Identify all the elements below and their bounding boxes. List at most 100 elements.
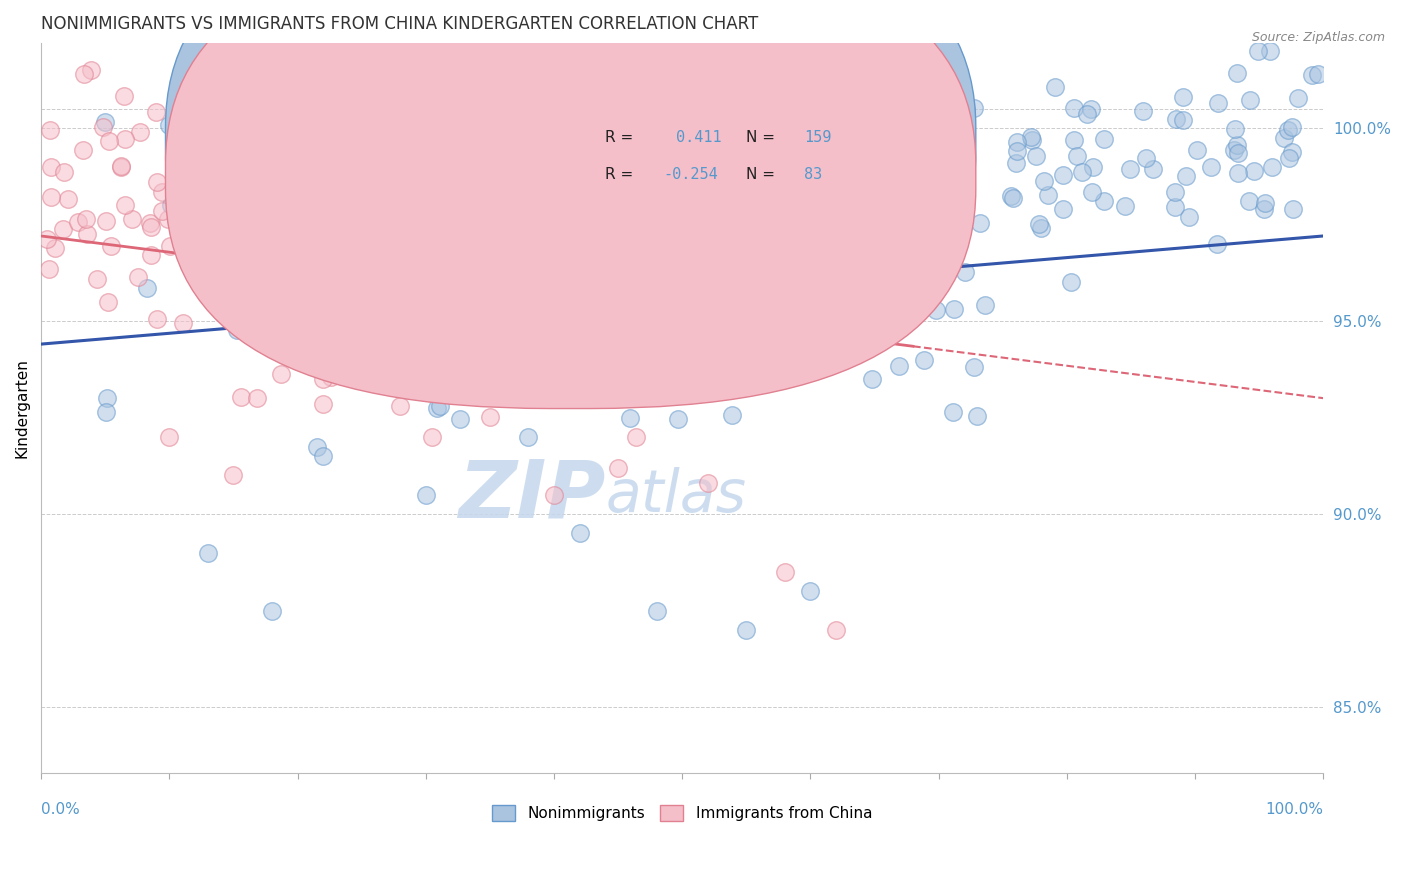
Point [97, 295, 120, 310]
Point [264, 262, 287, 277]
Point [456, 319, 478, 334]
Point [620, 108, 643, 122]
Point [308, 324, 330, 338]
Point [129, 125, 152, 139]
Point [595, 281, 617, 295]
Point [1254, 196, 1277, 211]
Point [110, 160, 132, 174]
Point [39, 190, 62, 204]
Point [1226, 137, 1249, 152]
Point [1021, 133, 1043, 147]
Point [716, 268, 738, 283]
Text: 83: 83 [804, 167, 823, 182]
Point [1226, 66, 1249, 80]
Point [114, 198, 136, 212]
Point [568, 107, 591, 121]
Point [889, 111, 911, 125]
Point [1063, 133, 1085, 147]
Point [1163, 186, 1185, 200]
Point [1045, 80, 1067, 95]
Point [1227, 146, 1250, 161]
Point [935, 89, 957, 103]
Point [150, 185, 173, 199]
Point [761, 95, 783, 109]
Point [260, 603, 283, 617]
Point [568, 526, 591, 541]
Point [942, 120, 965, 135]
Point [651, 276, 673, 290]
Point [463, 322, 485, 336]
Point [449, 412, 471, 426]
Point [415, 107, 437, 121]
Point [86, 271, 108, 285]
Point [138, 216, 160, 230]
Point [1261, 160, 1284, 174]
Point [966, 409, 988, 424]
Point [1277, 123, 1299, 137]
Point [560, 297, 582, 311]
Text: N =: N = [747, 130, 775, 145]
Point [607, 460, 630, 475]
Point [1038, 188, 1060, 202]
Point [735, 623, 758, 637]
Point [420, 430, 443, 444]
Point [312, 396, 335, 410]
Point [157, 430, 180, 444]
Point [197, 546, 219, 560]
Point [619, 411, 641, 425]
Text: -0.254: -0.254 [664, 167, 717, 182]
Point [551, 343, 574, 358]
Point [145, 104, 167, 119]
Point [606, 281, 628, 295]
Point [91, 120, 114, 135]
Point [856, 302, 879, 317]
Point [860, 371, 883, 385]
Point [1199, 161, 1222, 175]
Point [160, 198, 183, 212]
Point [499, 184, 522, 198]
Point [337, 110, 360, 124]
Point [1247, 44, 1270, 58]
Point [426, 401, 449, 416]
Point [924, 303, 946, 318]
Point [1081, 185, 1104, 199]
Point [1118, 161, 1140, 176]
Point [236, 299, 259, 313]
Point [1076, 107, 1098, 121]
Point [834, 351, 856, 366]
Point [337, 259, 360, 273]
Text: 100.0%: 100.0% [1265, 802, 1323, 817]
Point [478, 97, 501, 112]
Point [1070, 165, 1092, 179]
Point [187, 170, 209, 185]
Point [931, 89, 953, 103]
Point [543, 107, 565, 121]
Point [825, 140, 848, 154]
Point [626, 285, 648, 299]
Point [1004, 155, 1026, 169]
Point [222, 468, 245, 483]
Point [498, 263, 520, 277]
Point [112, 89, 135, 103]
Point [645, 290, 668, 304]
Point [503, 312, 526, 326]
Point [1052, 202, 1074, 216]
Text: 0.411: 0.411 [676, 130, 721, 145]
Point [76, 227, 98, 241]
Point [941, 243, 963, 257]
Point [246, 391, 269, 405]
Point [485, 325, 508, 339]
Point [446, 342, 468, 356]
Point [634, 198, 657, 212]
Point [1225, 122, 1247, 136]
Point [973, 298, 995, 312]
Point [696, 107, 718, 121]
Point [773, 565, 796, 579]
Point [1253, 202, 1275, 217]
Point [94, 114, 117, 128]
Point [711, 343, 734, 357]
Point [519, 374, 541, 388]
Point [1063, 101, 1085, 115]
Point [127, 269, 149, 284]
Point [150, 204, 173, 219]
